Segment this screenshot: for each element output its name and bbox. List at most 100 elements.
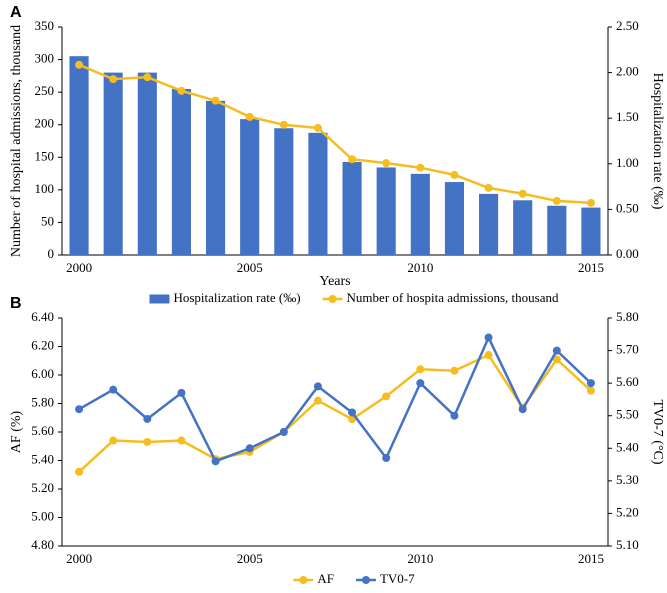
marker [313, 123, 322, 132]
legend-marker [361, 576, 370, 584]
marker [109, 75, 118, 84]
x-tick-label: 2015 [578, 551, 604, 566]
y-axis-label: Number of hospital admissions, thousand [9, 25, 24, 257]
marker [382, 159, 391, 168]
bar [376, 167, 396, 255]
marker [586, 379, 595, 388]
marker [450, 411, 459, 420]
marker [75, 467, 84, 476]
x-tick-label: 2010 [407, 260, 433, 275]
marker [279, 120, 288, 129]
marker [143, 73, 152, 82]
marker [552, 355, 561, 364]
marker [450, 366, 459, 375]
y-tick-label: 350 [35, 18, 55, 33]
y2-tick-label: 5.70 [616, 342, 639, 357]
marker [313, 396, 322, 405]
y2-tick-label: 1.00 [616, 155, 639, 170]
x-tick-label: 2015 [578, 260, 604, 275]
y2-tick-label: 5.10 [616, 537, 639, 552]
y2-tick-label: 1.50 [616, 109, 639, 124]
y2-tick-label: 2.00 [616, 64, 639, 79]
legend-label: TV0-7 [380, 571, 415, 586]
y2-tick-label: 5.50 [616, 407, 639, 422]
y2-tick-label: 5.60 [616, 374, 639, 389]
legend-swatch [149, 294, 170, 304]
marker [177, 388, 186, 397]
marker [143, 414, 152, 423]
y2-tick-label: 5.40 [616, 439, 639, 454]
marker [586, 386, 595, 395]
bar [69, 56, 89, 256]
marker [484, 351, 493, 360]
marker [177, 86, 186, 95]
marker [211, 457, 220, 466]
y-axis-label: AF (%) [9, 410, 24, 453]
marker [450, 170, 459, 179]
y2-tick-label: 5.30 [616, 472, 639, 487]
y-tick-label: 5.80 [31, 394, 54, 409]
panel-label: B [10, 295, 22, 312]
legend-marker [299, 576, 308, 584]
x-axis-label: Years [319, 274, 350, 289]
marker [75, 60, 84, 69]
bar [444, 182, 464, 255]
marker [109, 436, 118, 445]
y2-tick-label: 5.20 [616, 504, 639, 519]
marker [416, 379, 425, 388]
y-tick-label: 300 [35, 51, 55, 66]
legend-marker [328, 295, 337, 303]
marker [75, 405, 84, 414]
y-tick-label: 150 [35, 148, 55, 163]
marker [177, 436, 186, 445]
marker [586, 198, 595, 207]
y-tick-label: 50 [41, 213, 54, 228]
y-tick-label: 5.40 [31, 451, 54, 466]
y-tick-label: 4.80 [31, 537, 54, 552]
bar [547, 205, 567, 255]
marker [416, 365, 425, 374]
bar [410, 173, 430, 255]
marker [279, 428, 288, 436]
x-tick-label: 2005 [237, 260, 263, 275]
legend-label: Hospitalization rate (‰) [173, 290, 300, 305]
y-tick-label: 5.20 [31, 480, 54, 495]
y-tick-label: 5.60 [31, 423, 54, 438]
y2-tick-label: 5.80 [616, 309, 639, 324]
marker [348, 155, 357, 164]
marker [313, 382, 322, 391]
bar [274, 128, 294, 255]
x-tick-label: 2000 [66, 260, 92, 275]
bar [342, 161, 362, 255]
y-tick-label: 200 [35, 116, 55, 131]
marker [245, 112, 254, 121]
y-tick-label: 250 [35, 83, 55, 98]
marker [518, 189, 527, 198]
y-tick-label: 5.00 [31, 508, 54, 523]
bar [171, 89, 191, 256]
x-tick-label: 2010 [407, 551, 433, 566]
y-tick-label: 6.40 [31, 309, 54, 324]
bar [581, 207, 601, 255]
marker [348, 408, 357, 417]
bar [103, 72, 123, 255]
marker [245, 444, 254, 453]
marker [552, 196, 561, 205]
y-tick-label: 0 [48, 246, 55, 261]
marker [382, 454, 391, 463]
marker [109, 385, 118, 394]
marker [484, 183, 493, 192]
x-tick-label: 2005 [237, 551, 263, 566]
marker [416, 163, 425, 172]
series-line [78, 353, 592, 473]
marker [518, 405, 527, 414]
marker [382, 392, 391, 401]
marker [552, 346, 561, 355]
y2-axis-label: Hospitalization rate (‰) [650, 73, 665, 210]
marker [484, 333, 493, 342]
bar [513, 200, 533, 255]
bar [206, 100, 226, 255]
y2-tick-label: 2.50 [616, 18, 639, 33]
y-tick-label: 100 [35, 181, 55, 196]
y2-tick-label: 0.50 [616, 200, 639, 215]
